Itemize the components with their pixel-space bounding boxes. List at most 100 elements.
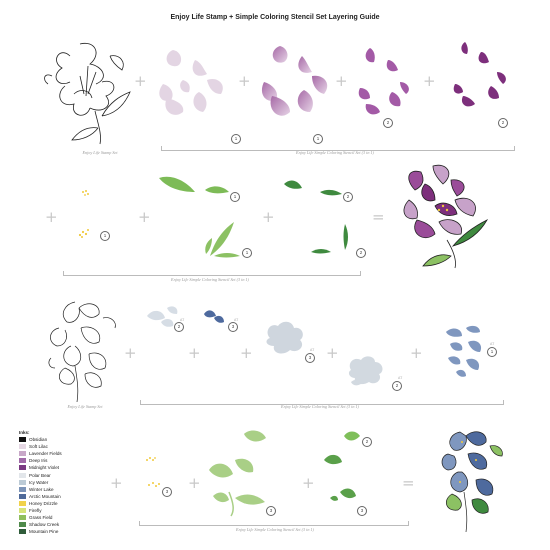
legend-row: Firefly bbox=[19, 507, 109, 514]
legend-row: Icy Water bbox=[19, 479, 109, 486]
finished-lily bbox=[395, 160, 495, 270]
legend-row: Winter Lake bbox=[19, 486, 109, 493]
ink-name: Polar Bear bbox=[29, 472, 51, 478]
step-number: 1 bbox=[487, 347, 497, 357]
color-swatch bbox=[19, 515, 26, 521]
color-swatch bbox=[19, 500, 26, 506]
inks-legend: Inks: Obsidian Soft Lilac Lavender Fields D… bbox=[19, 430, 109, 535]
legend-row: Shadow Creek bbox=[19, 521, 109, 528]
stencil-tag: AT bbox=[490, 342, 495, 346]
plus-operator: + bbox=[410, 344, 423, 362]
legend-row: Lavender Fields bbox=[19, 450, 109, 457]
plus-operator: + bbox=[124, 344, 137, 362]
layer-shadow-creek-leaves-bottom bbox=[305, 220, 353, 256]
plus-operator: + bbox=[302, 474, 315, 492]
ink-name: Firefly bbox=[29, 507, 42, 513]
plus-operator: + bbox=[262, 208, 275, 226]
color-swatch bbox=[19, 458, 26, 464]
plus-operator: + bbox=[240, 344, 253, 362]
equals-operator: = bbox=[402, 474, 415, 492]
step-number: 1 bbox=[242, 248, 252, 258]
stencil-tag: AT bbox=[310, 348, 315, 352]
ink-name: Grass Field bbox=[29, 515, 53, 521]
step-number: 1 bbox=[230, 192, 240, 202]
color-swatch bbox=[19, 472, 26, 478]
color-swatch bbox=[19, 451, 26, 457]
step-number: 3 bbox=[357, 506, 367, 516]
step-number: 1 bbox=[231, 134, 241, 144]
plus-operator: + bbox=[188, 474, 201, 492]
layer-shadow-creek-leaves bbox=[320, 446, 360, 510]
layer-honey-drizzle-stamens-top bbox=[144, 452, 158, 462]
color-swatch bbox=[19, 437, 26, 443]
ink-name: Mountain Pine bbox=[29, 529, 59, 535]
stencil-tag: AT bbox=[180, 318, 185, 322]
step-number: 2 bbox=[392, 381, 402, 391]
stencil-set-caption: Enjoy Life Simple Coloring Stencil Set (… bbox=[171, 277, 249, 282]
layer-polar-bear-petals bbox=[143, 302, 183, 328]
plus-operator: + bbox=[45, 208, 58, 226]
legend-row: Mountain Pine bbox=[19, 528, 109, 535]
ink-name: Icy Water bbox=[29, 479, 49, 485]
step-number: 1 bbox=[100, 231, 110, 241]
step-number: 2 bbox=[343, 192, 353, 202]
layer-grass-field-leaves-top bbox=[155, 170, 235, 200]
plus-operator: + bbox=[138, 208, 151, 226]
layer-deep-iris-petals bbox=[352, 42, 414, 132]
layer-lavender-petals bbox=[258, 40, 333, 140]
stencil-bracket bbox=[139, 521, 409, 526]
ink-name: Soft Lilac bbox=[29, 444, 48, 450]
ink-name: Honey Drizzle bbox=[29, 500, 58, 506]
step-number: 3 bbox=[162, 487, 172, 497]
layer-shadow-creek-leaf-top bbox=[342, 428, 362, 444]
plus-operator: + bbox=[238, 72, 251, 90]
legend-row: Honey Drizzle bbox=[19, 500, 109, 507]
layer-honey-drizzle-stamens bbox=[76, 226, 96, 240]
ink-name: Lavender Fields bbox=[29, 451, 62, 457]
color-swatch bbox=[19, 479, 26, 485]
plus-operator: + bbox=[326, 344, 339, 362]
stamp-outline-morning-glory bbox=[45, 298, 120, 403]
stencil-tag: AT bbox=[398, 376, 403, 380]
stencil-bracket bbox=[63, 271, 361, 276]
plus-operator: + bbox=[134, 72, 147, 90]
layer-soft-lilac-petals bbox=[155, 40, 230, 140]
layer-icy-water-cloud bbox=[262, 318, 308, 358]
step-number: 2 bbox=[383, 118, 393, 128]
plus-operator: + bbox=[423, 72, 436, 90]
step-number: 3 bbox=[228, 322, 238, 332]
stencil-bracket bbox=[161, 146, 515, 151]
legend-row: Deep Iris bbox=[19, 457, 109, 464]
plus-operator: + bbox=[335, 72, 348, 90]
stencil-tag: AT bbox=[234, 318, 239, 322]
legend-row: Obsidian bbox=[19, 436, 109, 443]
stamp-set-caption: Enjoy Life Stamp Set bbox=[82, 150, 118, 155]
stencil-set-caption: Enjoy Life Simple Coloring Stencil Set (… bbox=[281, 404, 359, 409]
stencil-bracket bbox=[140, 400, 504, 405]
equals-operator: = bbox=[372, 208, 385, 226]
ink-name: Winter Lake bbox=[29, 486, 54, 492]
legend-row: Soft Lilac bbox=[19, 443, 109, 450]
layer-honey-drizzle-stamens-top bbox=[80, 185, 94, 196]
step-number: 2 bbox=[174, 322, 184, 332]
stamp-outline-lily bbox=[40, 36, 135, 146]
step-number: 3 bbox=[266, 506, 276, 516]
legend-row: Polar Bear bbox=[19, 471, 109, 478]
legend-row: Grass Field bbox=[19, 514, 109, 521]
plus-operator: + bbox=[110, 474, 123, 492]
legend-row: Arctic Mountain bbox=[19, 493, 109, 500]
color-swatch bbox=[19, 465, 26, 471]
color-swatch bbox=[19, 486, 26, 492]
stencil-set-caption: Enjoy Life Simple Coloring Stencil Set (… bbox=[236, 527, 314, 532]
color-swatch bbox=[19, 522, 26, 528]
ink-name: Obsidian bbox=[29, 437, 48, 443]
step-number: 3 bbox=[305, 353, 315, 363]
inks-heading: Inks: bbox=[19, 430, 30, 435]
layer-midnight-violet-petals bbox=[445, 38, 515, 128]
color-swatch bbox=[19, 529, 26, 535]
finished-morning-glory bbox=[440, 428, 508, 533]
layer-grass-field-leaves-top bbox=[240, 428, 270, 446]
layer-honey-drizzle-stamens bbox=[146, 478, 164, 490]
step-number: 2 bbox=[498, 118, 508, 128]
ink-name: Shadow Creek bbox=[29, 522, 60, 528]
